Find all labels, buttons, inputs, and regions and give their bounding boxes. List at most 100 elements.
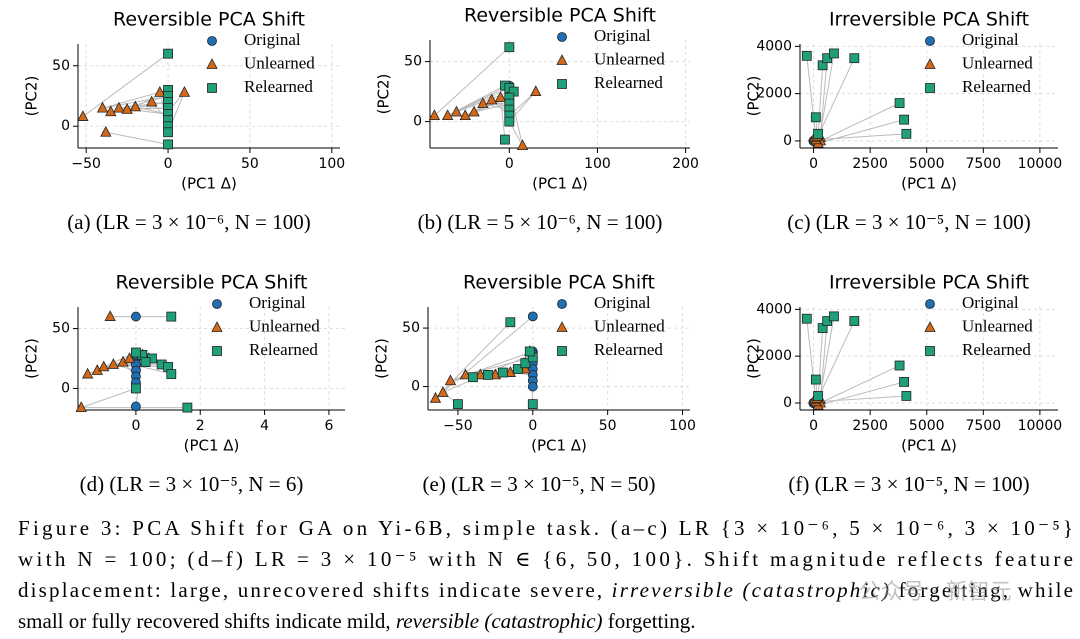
- shift-line: [435, 315, 534, 399]
- caption-line: with N = 100; (d–f) LR = 3 × 10⁻⁵ with N…: [18, 547, 1073, 571]
- point: [107, 358, 120, 369]
- legend-marker: [925, 83, 935, 93]
- point: [444, 374, 457, 386]
- point: [849, 53, 860, 64]
- x-axis-label: (PC1 Δ): [181, 175, 237, 193]
- point: [810, 112, 821, 123]
- point: [104, 310, 116, 321]
- point: [166, 369, 177, 379]
- point: [505, 317, 516, 328]
- x-tick-label: 0: [528, 418, 537, 434]
- x-tick-label: 0: [164, 156, 173, 172]
- point: [166, 311, 177, 322]
- point: [105, 105, 117, 117]
- x-tick-label: 100: [584, 156, 611, 172]
- point: [140, 357, 151, 367]
- legend-marker: [557, 79, 567, 89]
- shift-line: [806, 55, 817, 142]
- legend-marker: [925, 299, 935, 309]
- point: [131, 401, 141, 412]
- point: [527, 311, 538, 322]
- caption-line: Figure 3: PCA Shift for GA on Yi-6B, sim…: [18, 516, 1073, 540]
- point: [829, 48, 839, 59]
- x-tick-label: 100: [669, 418, 696, 434]
- y-tick-label: 0: [61, 380, 70, 396]
- x-tick-label: 100: [318, 156, 345, 172]
- x-tick-label: 2500: [852, 156, 888, 172]
- point: [113, 101, 125, 113]
- x-tick-label: 5000: [909, 418, 945, 434]
- point: [459, 368, 472, 380]
- caption-segment: forgetting, while: [891, 578, 1073, 602]
- point: [530, 85, 542, 96]
- legend-label: Relearned: [962, 340, 1031, 359]
- point: [146, 95, 158, 107]
- point: [474, 368, 487, 380]
- point: [520, 358, 531, 369]
- legend-label: Original: [962, 30, 1019, 49]
- y-tick-label: 50: [52, 321, 70, 337]
- subfigure-caption: (b) (LR = 5 × 10⁻⁶, N = 100): [418, 210, 663, 234]
- point: [131, 383, 141, 394]
- legend-marker: [212, 299, 222, 309]
- y-tick-label: 0: [783, 395, 792, 411]
- point: [131, 311, 141, 322]
- legend-label: Original: [962, 293, 1019, 312]
- caption-segment: forgetting.: [603, 609, 696, 633]
- point: [129, 100, 141, 112]
- y-tick-label: 50: [52, 58, 70, 74]
- point: [453, 399, 463, 410]
- point: [81, 367, 94, 379]
- y-tick-label: 0: [411, 379, 420, 395]
- point: [437, 386, 449, 397]
- chart-title: Reversible PCA Shift: [113, 9, 305, 31]
- point: [500, 134, 510, 145]
- y-tick-label: 4000: [756, 301, 792, 317]
- y-tick-label: 2000: [756, 86, 792, 102]
- chart-title: Reversible PCA Shift: [464, 5, 656, 27]
- point: [429, 391, 442, 403]
- shift-line: [813, 381, 905, 406]
- point: [801, 50, 812, 61]
- point: [428, 109, 441, 120]
- legend-label: Original: [244, 30, 301, 49]
- x-tick-label: 50: [241, 156, 259, 172]
- point: [441, 109, 454, 120]
- y-tick-label: 50: [402, 320, 420, 336]
- point: [468, 372, 478, 383]
- legend-label: Relearned: [594, 340, 663, 359]
- legend-label: Unlearned: [962, 53, 1033, 72]
- point: [489, 368, 502, 380]
- x-axis-label: (PC1 Δ): [901, 437, 957, 455]
- x-tick-label: 5000: [909, 156, 945, 172]
- point: [810, 374, 821, 385]
- legend-label: Relearned: [244, 77, 313, 96]
- y-tick-label: 4000: [756, 38, 792, 54]
- y-tick-label: 2000: [756, 348, 792, 364]
- point: [182, 402, 193, 413]
- point: [163, 127, 173, 138]
- subfigure-caption: (a) (LR = 3 × 10⁻⁶, N = 100): [67, 210, 310, 234]
- legend-label: Relearned: [249, 340, 318, 359]
- y-axis-label: (PC2): [373, 338, 391, 379]
- point: [121, 102, 133, 114]
- x-axis-label: (PC1 Δ): [532, 175, 588, 193]
- point: [527, 381, 538, 392]
- caption-segment: reversible (catastrophic): [396, 609, 603, 633]
- point: [77, 110, 89, 121]
- point: [516, 139, 529, 151]
- point: [512, 364, 523, 374]
- point: [163, 139, 173, 150]
- chart-title: Irreversible PCA Shift: [829, 272, 1029, 294]
- legend-marker: [556, 54, 568, 65]
- caption-segment: with N = 100; (d–f) LR = 3 × 10⁻⁵ with N…: [18, 547, 1073, 571]
- subfigure-caption: (d) (LR = 3 × 10⁻⁵, N = 6): [80, 472, 304, 496]
- y-tick-label: 0: [413, 114, 422, 130]
- point: [519, 362, 531, 374]
- y-axis-label: (PC2): [745, 338, 763, 379]
- caption-segment: displacement: large, unrecovered shifts …: [18, 578, 610, 602]
- point: [477, 97, 489, 108]
- point: [801, 313, 812, 324]
